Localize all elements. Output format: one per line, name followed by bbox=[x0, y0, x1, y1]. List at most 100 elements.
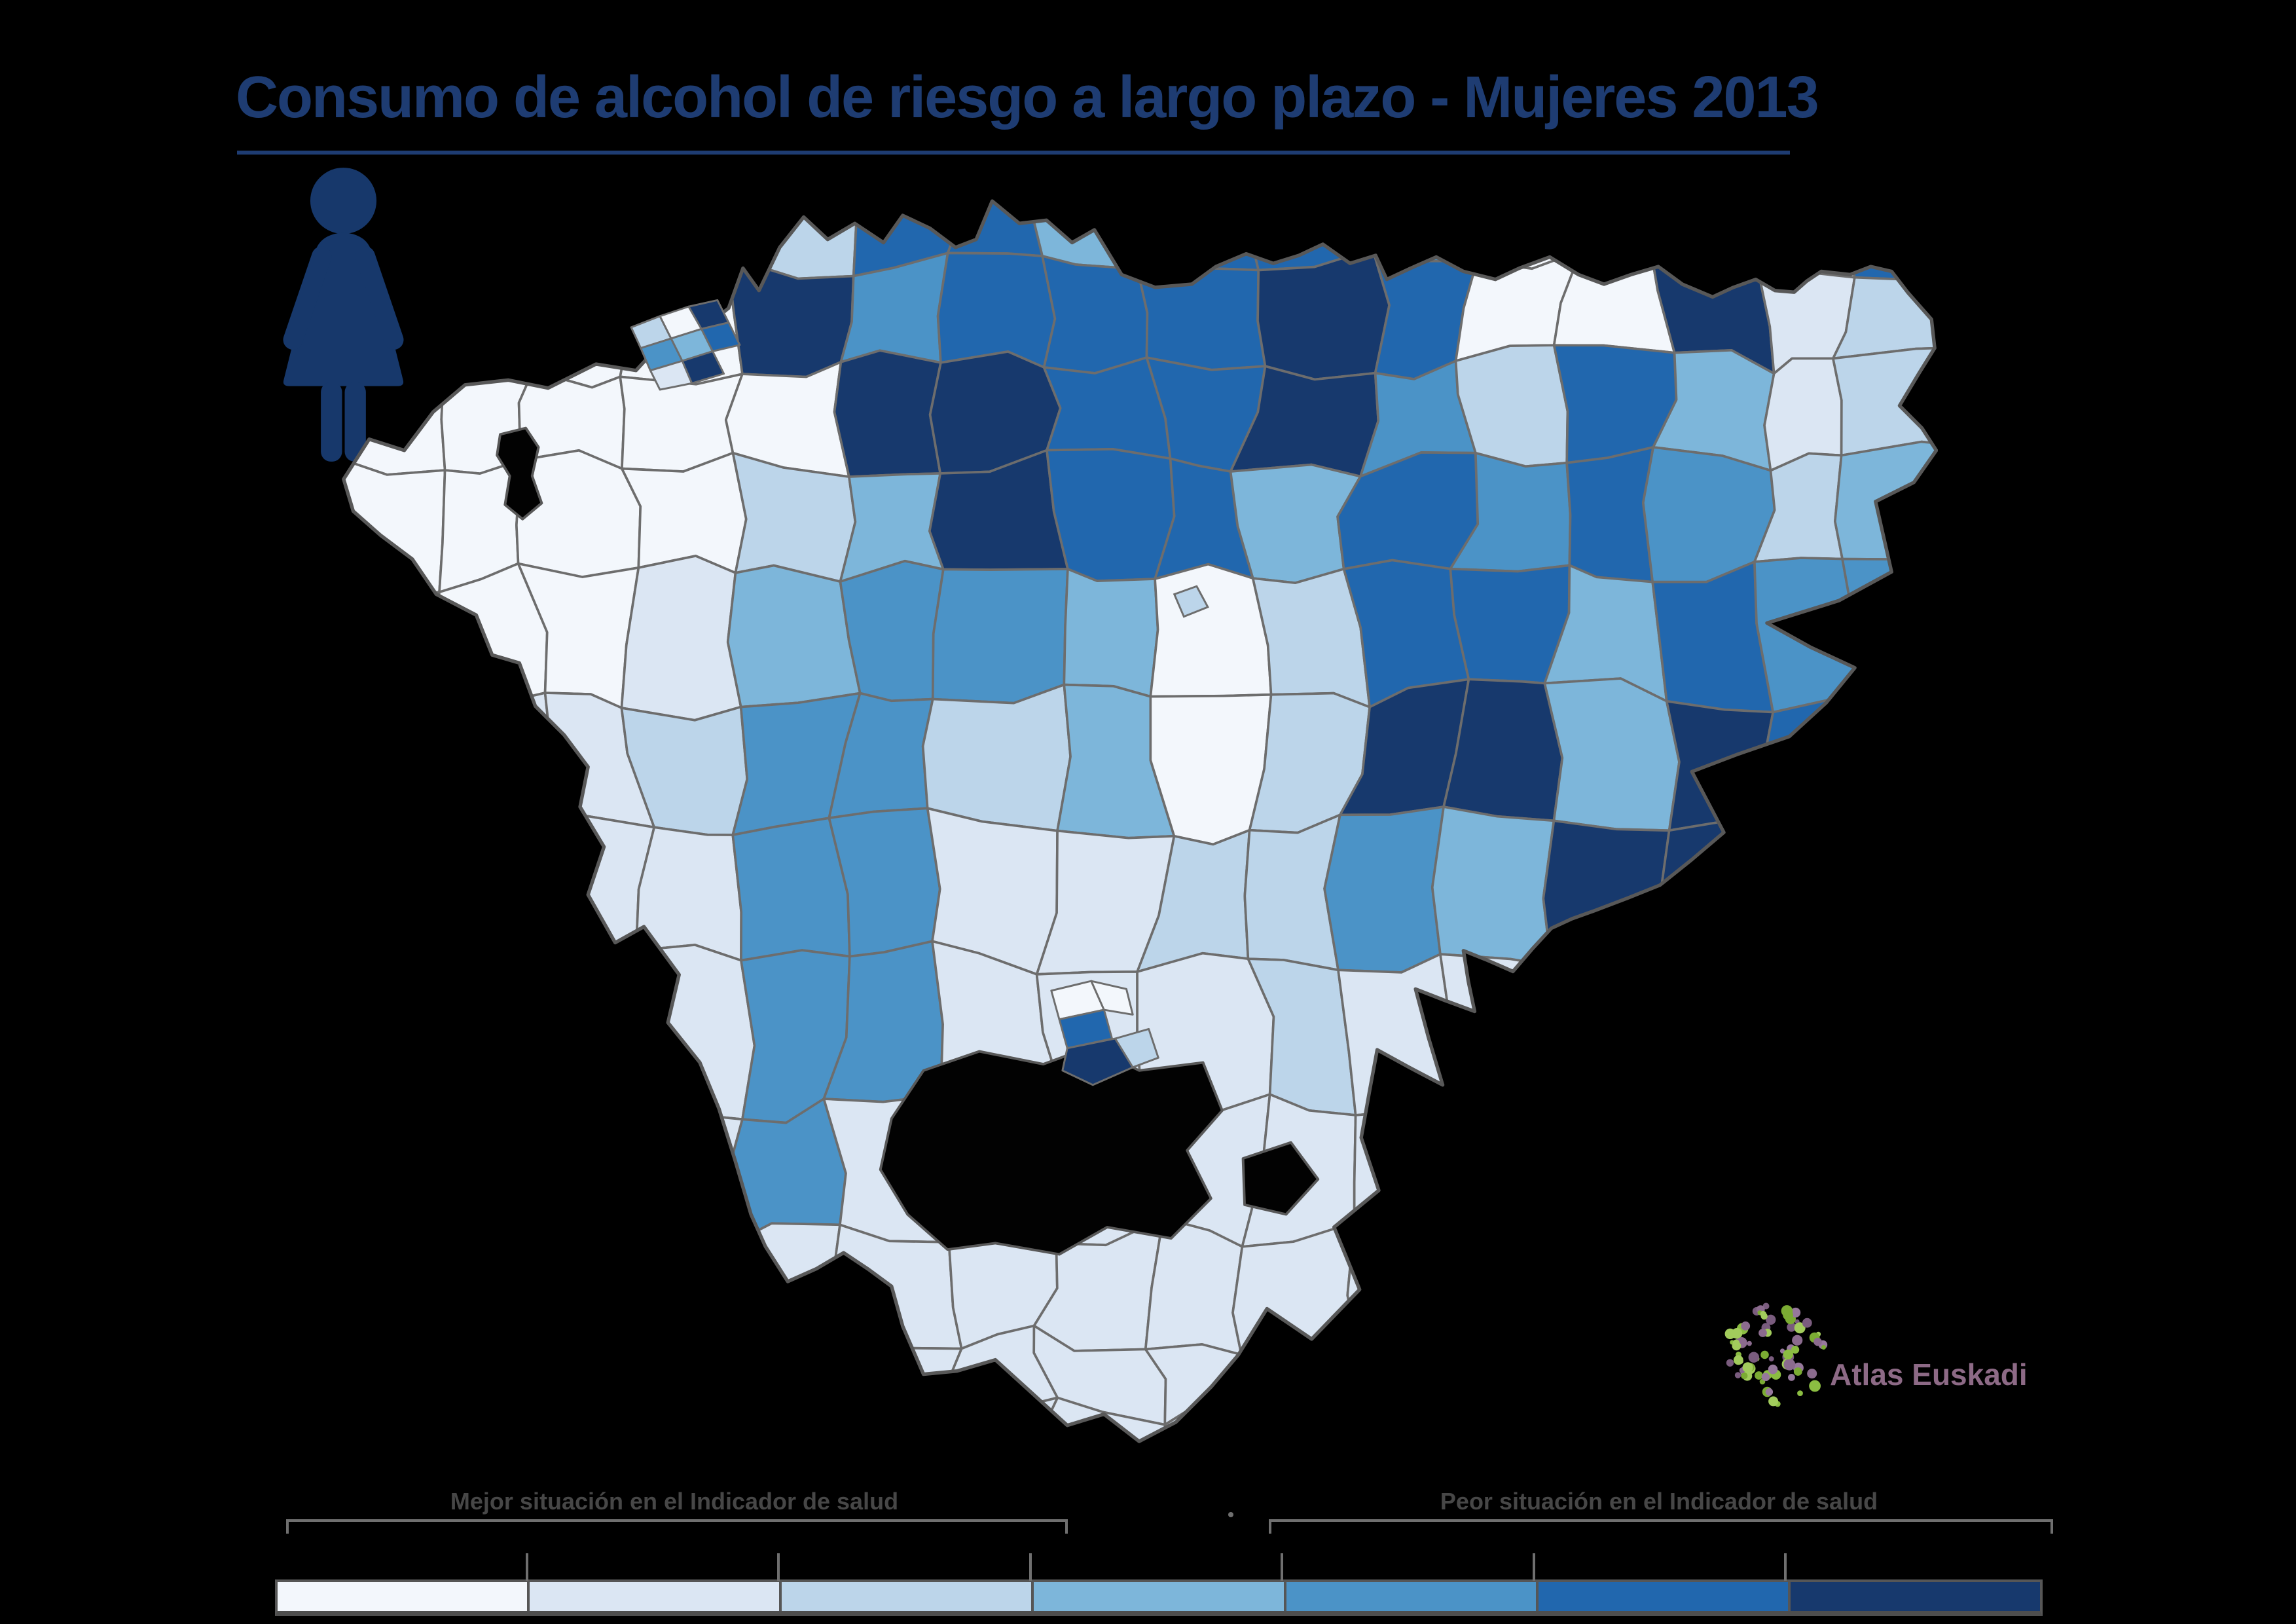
basque-country-choropleth-map bbox=[342, 199, 1938, 1443]
logo-dot bbox=[1734, 1372, 1741, 1378]
logo-dot bbox=[1748, 1352, 1759, 1363]
municipality-cell bbox=[343, 690, 446, 838]
municipality-cell bbox=[1463, 1106, 1583, 1242]
municipality-cell bbox=[1041, 255, 1149, 375]
municipality-cell bbox=[1564, 1101, 1662, 1244]
female-figure-icon bbox=[283, 168, 404, 462]
female-figure-part bbox=[355, 246, 404, 350]
atlas-euskadi-logo-icon bbox=[1724, 1302, 1828, 1407]
municipality-cell bbox=[416, 201, 536, 268]
municipality-cell bbox=[1542, 819, 1671, 967]
municipality-cell bbox=[1461, 201, 1582, 270]
municipality-cell bbox=[1439, 953, 1574, 1115]
municipality-cell bbox=[1346, 1221, 1482, 1358]
municipality-cell bbox=[620, 555, 742, 722]
logo-dot bbox=[1768, 1396, 1779, 1407]
logo-dot bbox=[1760, 1350, 1769, 1359]
vitoria-area-cell bbox=[1061, 1037, 1134, 1086]
legend-label-better: Mejor situación en el Indicador de salud bbox=[450, 1488, 899, 1515]
municipality-cell bbox=[343, 591, 446, 711]
municipality-cell bbox=[1544, 1235, 1661, 1348]
municipality-cell bbox=[727, 1403, 866, 1442]
municipality-cell bbox=[1834, 819, 1937, 971]
logo-dot bbox=[1813, 1337, 1822, 1346]
municipality-cell bbox=[1430, 805, 1556, 967]
municipality-cell bbox=[431, 816, 543, 954]
logo-dot bbox=[1794, 1322, 1806, 1334]
vitoria-area-cell bbox=[1114, 1027, 1159, 1069]
legend-swatch-4 bbox=[1031, 1582, 1284, 1611]
logo-dot bbox=[1793, 1367, 1802, 1376]
legend-swatch-2 bbox=[527, 1582, 780, 1611]
municipality-cell bbox=[1679, 1421, 1763, 1442]
municipality-cell bbox=[731, 817, 851, 962]
municipality-cell bbox=[343, 1338, 446, 1441]
logo-dot bbox=[1755, 1371, 1763, 1380]
logo-dot bbox=[1791, 1346, 1800, 1354]
municipality-cell bbox=[509, 945, 645, 1110]
municipality-cell bbox=[343, 451, 446, 600]
municipality-cell bbox=[1835, 201, 1937, 281]
region-outline bbox=[342, 199, 1938, 1443]
municipality-cell bbox=[1649, 201, 1765, 268]
municipality-cell bbox=[343, 201, 452, 263]
municipality-cell bbox=[615, 1326, 731, 1412]
bilbao-area-cell bbox=[681, 350, 725, 384]
legend-swatch-6 bbox=[1535, 1582, 1788, 1611]
municipality-cell bbox=[1358, 1335, 1476, 1416]
logo-dot bbox=[1742, 1362, 1753, 1373]
municipality-cell bbox=[429, 1341, 543, 1430]
municipality-cell bbox=[921, 683, 1072, 832]
municipality-cell bbox=[615, 1403, 759, 1442]
municipality-cell bbox=[852, 1407, 977, 1442]
female-figure-part bbox=[283, 246, 332, 350]
logo-dot bbox=[1788, 1374, 1795, 1381]
municipality-cell bbox=[532, 265, 632, 389]
female-figure-part bbox=[321, 382, 342, 462]
logo-dot bbox=[1809, 1380, 1821, 1392]
logo-dot bbox=[1726, 1359, 1734, 1367]
logo-dot bbox=[1783, 1349, 1793, 1360]
legend-tick bbox=[777, 1553, 780, 1581]
municipality-cell bbox=[1364, 201, 1478, 263]
municipality-cell bbox=[1544, 1335, 1683, 1426]
municipality-cell bbox=[1323, 805, 1445, 974]
municipality-cell bbox=[343, 346, 446, 476]
legend-color-bar bbox=[275, 1579, 2043, 1616]
logo-dot bbox=[1768, 1364, 1778, 1375]
municipality-cell bbox=[1652, 1101, 1781, 1251]
municipality-cell bbox=[1046, 448, 1176, 583]
municipality-cell bbox=[1256, 248, 1391, 381]
municipality-cell bbox=[515, 1329, 627, 1418]
logo-dot bbox=[1760, 1310, 1766, 1318]
municipality-cell bbox=[960, 1396, 1059, 1442]
logo-dot bbox=[1781, 1305, 1793, 1317]
municipality-cell bbox=[1551, 201, 1661, 252]
municipality-cell bbox=[1442, 1391, 1575, 1442]
municipality-cell bbox=[1565, 446, 1655, 583]
legend-center-dot bbox=[1228, 1512, 1233, 1517]
municipality-cell bbox=[416, 246, 545, 372]
legend-bracket-better bbox=[286, 1519, 1068, 1534]
logo-dot bbox=[1802, 1318, 1812, 1328]
title-underline bbox=[237, 151, 1790, 155]
logo-dot bbox=[1768, 1356, 1774, 1362]
municipality-cell bbox=[343, 1422, 450, 1442]
municipality-cell bbox=[537, 1240, 633, 1352]
municipality-cell bbox=[512, 1088, 645, 1245]
municipality-cell bbox=[515, 1397, 640, 1442]
logo-dot bbox=[1724, 1328, 1736, 1339]
municipality-cell bbox=[343, 1234, 435, 1356]
logo-dot bbox=[1792, 1335, 1803, 1346]
municipality-cell bbox=[1832, 345, 1937, 457]
municipality-cell bbox=[1763, 1103, 1870, 1234]
municipality-cell bbox=[1771, 964, 1859, 1109]
atlas-euskadi-logo-text: Atlas Euskadi bbox=[1830, 1357, 2028, 1392]
municipality-cell bbox=[714, 1222, 841, 1356]
legend-label-worse: Peor situación en el Indicador de salud bbox=[1440, 1488, 1878, 1515]
municipality-cell bbox=[1848, 1103, 1937, 1246]
municipality-cell bbox=[1836, 694, 1937, 830]
municipality-cell bbox=[1762, 697, 1865, 838]
municipality-cell bbox=[424, 1397, 540, 1442]
